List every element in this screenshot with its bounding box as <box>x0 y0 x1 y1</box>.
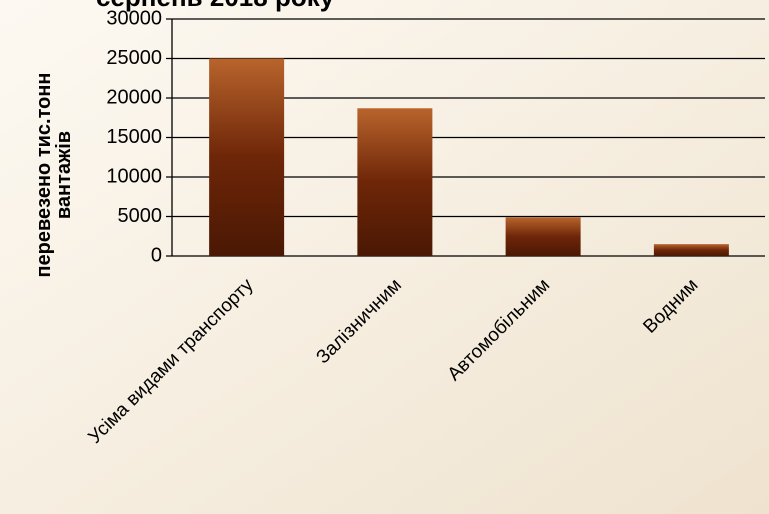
bar <box>653 244 729 256</box>
y-tick-label: 5000 <box>118 205 163 227</box>
y-tick-label: 25000 <box>106 47 162 69</box>
y-tick-label: 20000 <box>106 86 162 108</box>
y-tick-label: 30000 <box>106 7 162 29</box>
bar <box>209 58 285 256</box>
y-tick-label: 0 <box>151 244 162 266</box>
y-tick-label: 10000 <box>106 165 162 187</box>
y-axis-label: перевезено тис.тонн вантажів <box>33 72 75 277</box>
chart-title: серпень 2018 року <box>96 0 335 12</box>
y-label-line: перевезено тис.тонн <box>33 72 55 277</box>
bar <box>505 217 581 256</box>
bar <box>357 108 433 257</box>
y-label-line: вантажів <box>53 131 75 219</box>
y-tick-label: 15000 <box>106 126 162 148</box>
